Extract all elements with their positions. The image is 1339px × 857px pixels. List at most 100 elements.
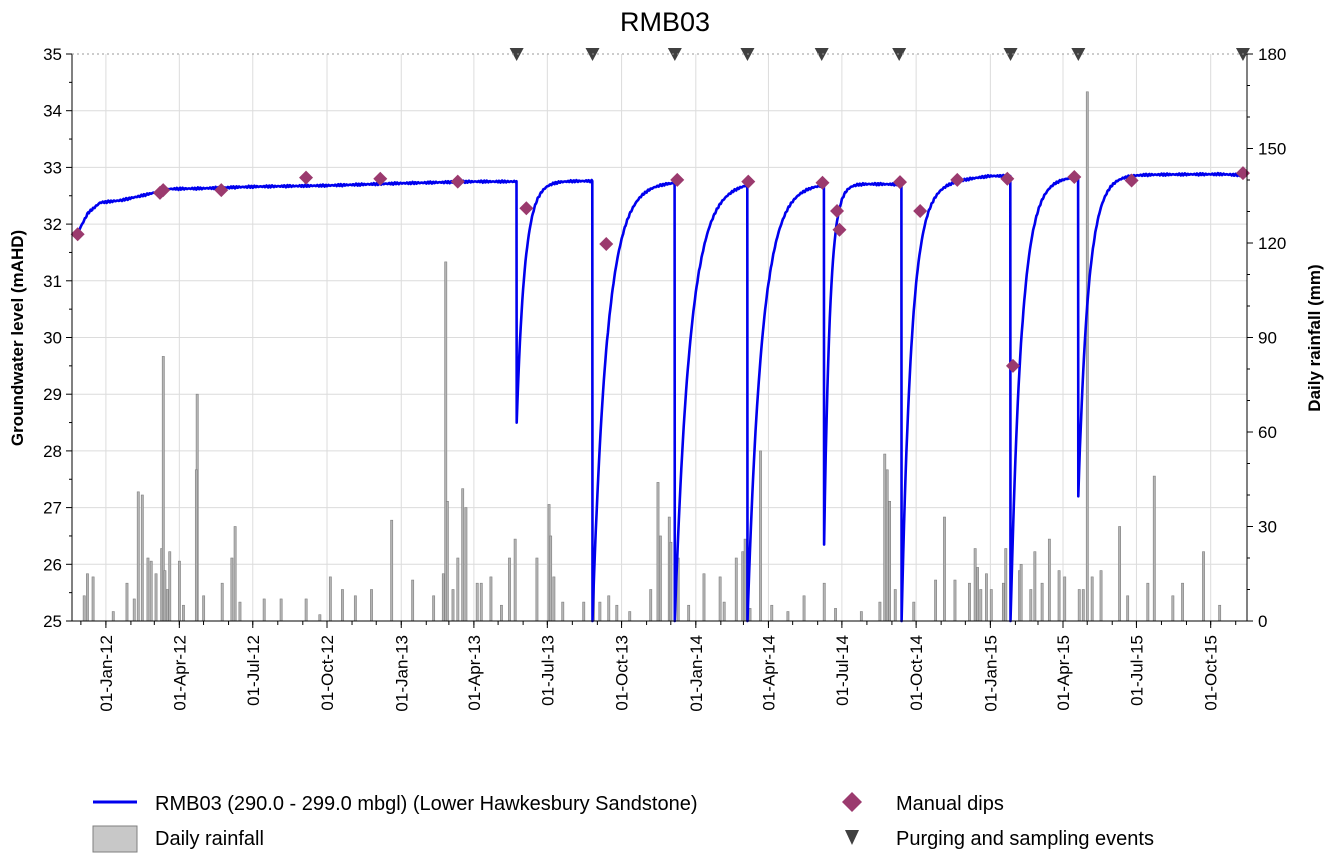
rainfall-bar <box>561 601 565 622</box>
rainfall-bar <box>140 494 144 622</box>
manual-dip-marker <box>832 222 847 237</box>
rainfall-bar <box>741 551 745 622</box>
x-tick-label: 01-Jul-12 <box>244 635 263 706</box>
right-y-tick-label: 90 <box>1258 329 1277 348</box>
rainfall-bar <box>718 576 722 622</box>
rainfall-bar <box>165 589 169 622</box>
rainfall-bar <box>552 576 556 622</box>
rainfall-bar <box>1126 595 1130 622</box>
rainfall-bar <box>770 604 774 622</box>
manual-dip-marker <box>913 204 928 219</box>
legend-rainfall-label: Daily rainfall <box>155 828 264 850</box>
rainfall-bar <box>489 576 493 622</box>
rainfall-bar <box>598 601 602 622</box>
legend-purging-label: Purging and sampling events <box>896 828 1154 850</box>
rainfall-bar <box>1029 589 1033 622</box>
rainfall-bar <box>432 595 436 622</box>
x-tick-label: 01-Oct-13 <box>613 635 632 711</box>
rainfall-bar <box>318 614 322 622</box>
x-tick-label: 01-Jan-13 <box>392 635 411 712</box>
rainfall-bar <box>943 516 946 622</box>
rainfall-bar <box>304 598 308 622</box>
left-y-tick-label: 27 <box>43 499 62 518</box>
manual-dip-marker <box>1000 171 1015 186</box>
x-tick-labels: 01-Jan-12 01-Apr-12 01-Jul-12 01-Oct-12 01-J… <box>97 635 1221 712</box>
rainfall-bar <box>859 611 863 622</box>
rainfall-bar <box>475 582 479 622</box>
groundwater-line <box>76 171 1246 623</box>
rainfall-bar <box>500 604 503 622</box>
rainfall-bar <box>1063 576 1067 622</box>
rainfall-bar <box>734 557 738 622</box>
rainfall-bar <box>441 573 445 622</box>
rainfall-bar <box>989 589 993 622</box>
rainfall-bar <box>154 573 158 622</box>
rainfall-bar <box>786 611 790 622</box>
rainfall-bar <box>1218 604 1222 622</box>
manual-dip-marker <box>373 171 388 186</box>
right-y-tick-label: 30 <box>1258 518 1277 537</box>
rainfall-bar <box>445 500 449 622</box>
rainfall-bar <box>328 576 332 622</box>
x-tick-label: 01-Jul-13 <box>538 635 557 706</box>
x-tick-label: 01-Jan-15 <box>981 635 1000 712</box>
manual-dip-marker <box>1067 170 1082 185</box>
purging-event-marker <box>892 48 907 61</box>
left-y-tick-labels: 25 26 27 28 29 30 31 32 33 34 35 <box>43 45 62 631</box>
manual-dip-marker <box>599 236 614 251</box>
rainfall-bar <box>985 573 988 622</box>
right-y-tick-label: 120 <box>1258 234 1286 253</box>
rainfall-bar <box>1171 595 1175 622</box>
rainfall-bar <box>479 582 483 622</box>
rainfall-bar <box>834 608 837 622</box>
rainfall-bar <box>659 535 662 622</box>
rainfall-bar <box>508 557 511 622</box>
chart-title: RMB03 <box>620 7 710 37</box>
rainfall-bar <box>669 541 673 622</box>
purging-event-marker <box>1003 48 1018 61</box>
right-y-tick-label: 0 <box>1258 612 1267 631</box>
rainfall-bar <box>1202 551 1205 622</box>
rainfall-bar <box>146 557 150 622</box>
rainfall-bar <box>822 582 826 622</box>
manual-dip-marker <box>670 172 685 187</box>
groundwater-line-group <box>76 171 1246 623</box>
rainfall-bar <box>262 598 266 622</box>
rainfall-bar <box>194 469 198 622</box>
x-tick-label: 01-Oct-15 <box>1202 635 1221 711</box>
rainfall-bars <box>82 91 1222 622</box>
rainfall-bar <box>353 595 357 622</box>
manual-dip-marker <box>830 204 845 219</box>
rainfall-bar <box>878 601 882 622</box>
rainfall-bar <box>549 535 553 622</box>
manual-dips-markers <box>70 166 1250 373</box>
rainfall-bar <box>1004 548 1008 622</box>
rainfall-bar <box>370 589 373 622</box>
rainfall-bar <box>885 469 889 622</box>
left-y-axis-title: Groundwater level (mAHD) <box>8 230 27 446</box>
rainfall-bar <box>883 453 887 622</box>
rainfall-bar <box>1077 589 1081 622</box>
left-y-tick-label: 29 <box>43 385 62 404</box>
rainfall-bar <box>649 589 653 622</box>
rainfall-bar <box>178 560 181 622</box>
rainfall-bar <box>220 582 224 622</box>
rainfall-bar <box>968 582 971 622</box>
rainfall-bar <box>722 601 726 622</box>
rainfall-bar <box>202 595 206 622</box>
legend-groundwater-label: RMB03 (290.0 - 299.0 mbgl) (Lower Hawkes… <box>155 793 697 815</box>
rainfall-bar <box>238 601 242 622</box>
rainfall-bar <box>535 557 539 622</box>
rainfall-bar <box>1081 589 1085 622</box>
left-y-tick-label: 25 <box>43 612 62 631</box>
rainfall-bar <box>748 608 752 622</box>
rainfall-bar <box>628 611 632 622</box>
rainfall-bar <box>976 567 979 622</box>
x-tick-label: 01-Apr-12 <box>170 635 189 711</box>
rainfall-bar <box>953 579 957 622</box>
right-y-tick-label: 60 <box>1258 423 1277 442</box>
manual-dip-marker <box>450 174 465 189</box>
x-tick-label: 01-Apr-14 <box>759 635 778 711</box>
x-tick-label: 01-Apr-15 <box>1054 635 1073 711</box>
